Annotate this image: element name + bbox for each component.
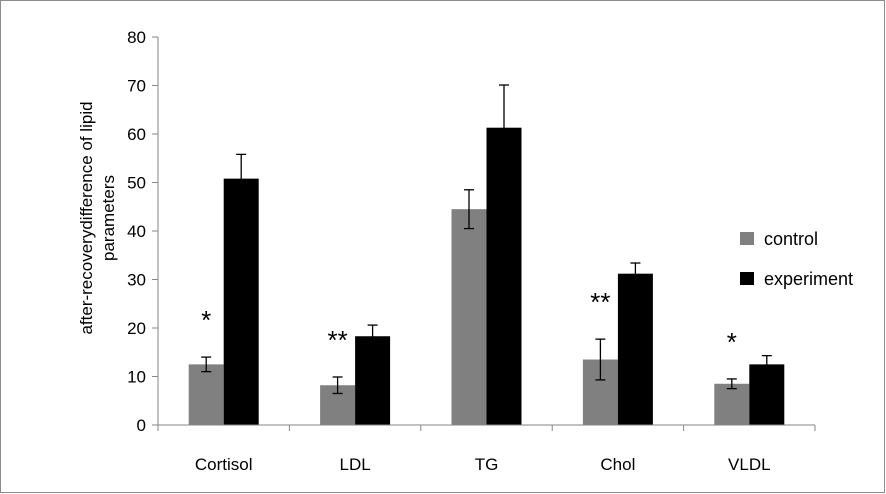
y-axis-label-line-1: after-recoverydifference of lipid (77, 101, 96, 334)
y-tick-label: 40 (127, 222, 146, 241)
significance-mark: ** (590, 287, 610, 317)
y-tick-label: 80 (127, 28, 146, 47)
x-tick-label: VLDL (728, 455, 771, 474)
y-tick-label: 0 (137, 416, 146, 435)
bar-control-tg (451, 209, 487, 425)
x-axis: Cortisol LDL TG Chol VLDL (157, 424, 816, 474)
x-tick-label: TG (475, 455, 499, 474)
legend-swatch-experiment (740, 272, 754, 285)
y-axis-label-line-2: parameters (99, 175, 118, 261)
y-axis: 0 10 20 30 40 50 60 70 80 (127, 28, 159, 435)
y-tick-label: 30 (127, 271, 146, 290)
bar-control-cortisol (188, 364, 224, 425)
y-axis-label: after-recoverydifference of lipid parame… (77, 101, 118, 334)
bar-experiment-ldl (355, 336, 391, 425)
significance-mark: ** (327, 325, 347, 355)
significance-mark: * (201, 305, 211, 335)
bars (188, 127, 785, 425)
bar-experiment-vldl (749, 364, 785, 425)
significance-marks: ****** (201, 287, 737, 357)
bar-control-vldl (714, 383, 750, 425)
bar-experiment-cortisol (223, 178, 259, 425)
y-tick-label: 60 (127, 125, 146, 144)
bar-experiment-tg (486, 127, 522, 425)
y-tick-label: 70 (127, 77, 146, 96)
y-tick-label: 50 (127, 174, 146, 193)
y-tick-label: 10 (127, 368, 146, 387)
legend: control experiment (740, 229, 853, 289)
bar-experiment-chol (617, 273, 653, 425)
legend-label-control: control (764, 229, 818, 249)
error-bars (201, 84, 772, 395)
y-tick-label: 20 (127, 319, 146, 338)
x-tick-label: LDL (340, 455, 371, 474)
legend-swatch-control (740, 232, 754, 245)
legend-label-experiment: experiment (764, 269, 853, 289)
significance-mark: * (727, 327, 737, 357)
x-tick-label: Chol (600, 455, 635, 474)
x-tick-label: Cortisol (195, 455, 253, 474)
